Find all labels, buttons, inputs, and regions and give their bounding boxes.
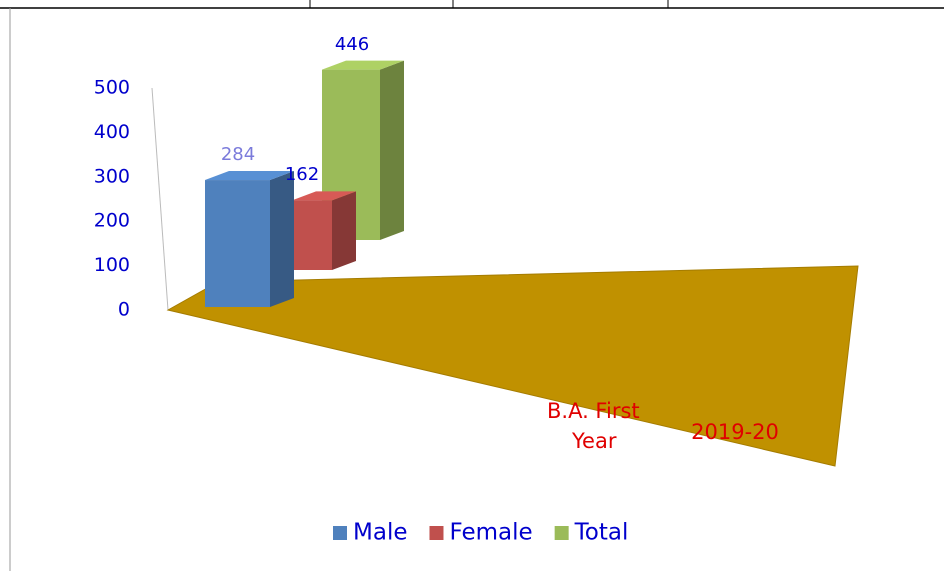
legend-label: Female [449,520,532,546]
bar-top [292,191,356,201]
bar-top [322,60,404,70]
data-label: 162 [285,164,319,185]
series-axis-label: 2019-20 [691,420,779,444]
y-tick-label: 400 [94,121,130,143]
legend-swatch [429,526,444,540]
y-tick-label: 200 [94,210,130,232]
bar-side [270,171,294,307]
legend-label: Male [353,520,407,546]
legend-swatch [554,526,569,540]
bar-side [380,60,404,241]
category-label: B.A. First Year [547,399,640,453]
legend-label: Total [574,520,629,546]
bar-front [292,200,332,270]
y-tick-label: 300 [94,165,130,187]
bar-top [205,171,294,181]
floor [166,265,859,467]
bar-side [332,191,356,270]
y-axis [151,87,169,311]
legend-swatch [333,526,347,540]
y-tick-label: 0 [118,299,130,321]
y-tick-label: 500 [94,77,130,99]
bar-front [205,180,270,307]
y-tick-label: 100 [94,254,130,276]
data-label: 446 [335,34,369,55]
bar [205,171,294,307]
data-label: 284 [221,144,255,165]
bar [292,191,356,270]
